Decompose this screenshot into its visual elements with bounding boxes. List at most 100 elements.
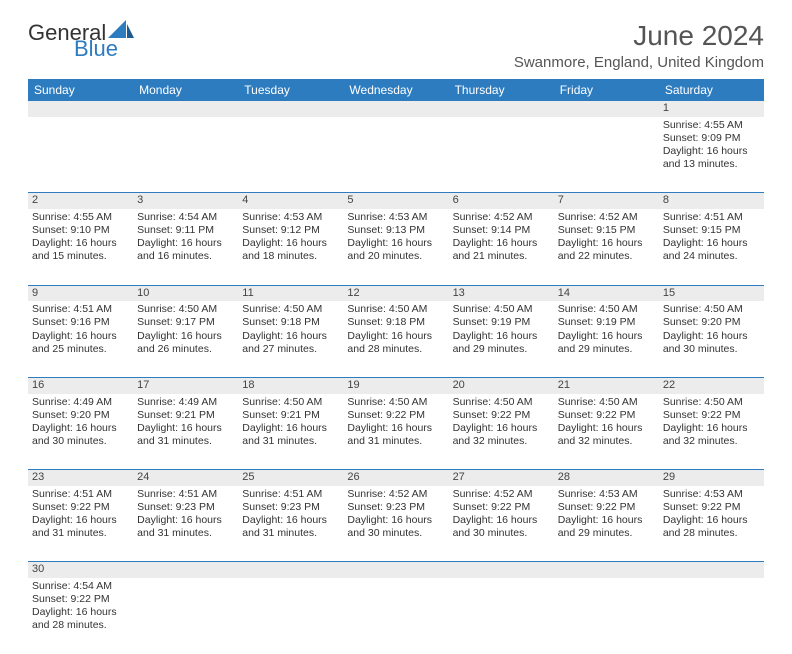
month-title: June 2024: [514, 20, 764, 52]
calendar-day-cell: Sunrise: 4:50 AMSunset: 9:22 PMDaylight:…: [343, 394, 448, 470]
day-number-cell: [449, 101, 554, 117]
sunset-text: Sunset: 9:22 PM: [32, 593, 129, 606]
calendar-day-cell: Sunrise: 4:54 AMSunset: 9:22 PMDaylight:…: [28, 578, 133, 654]
sunrise-text: Sunrise: 4:52 AM: [453, 488, 550, 501]
daylight-text-2: and 29 minutes.: [558, 343, 655, 356]
sunset-text: Sunset: 9:23 PM: [242, 501, 339, 514]
day-number-cell: 4: [238, 193, 343, 209]
day-number-cell: [343, 562, 448, 578]
calendar-day-cell: Sunrise: 4:52 AMSunset: 9:23 PMDaylight:…: [343, 486, 448, 562]
sunset-text: Sunset: 9:18 PM: [347, 316, 444, 329]
day-number-cell: 14: [554, 285, 659, 301]
daylight-text-1: Daylight: 16 hours: [32, 422, 129, 435]
daynum-row: 9101112131415: [28, 285, 764, 301]
daylight-text-1: Daylight: 16 hours: [558, 330, 655, 343]
daylight-text-2: and 30 minutes.: [347, 527, 444, 540]
daylight-text-1: Daylight: 16 hours: [347, 514, 444, 527]
daylight-text-1: Daylight: 16 hours: [663, 237, 760, 250]
daylight-text-2: and 32 minutes.: [663, 435, 760, 448]
daylight-text-2: and 16 minutes.: [137, 250, 234, 263]
calendar-day-cell: Sunrise: 4:50 AMSunset: 9:19 PMDaylight:…: [554, 301, 659, 377]
sunrise-text: Sunrise: 4:53 AM: [242, 211, 339, 224]
daylight-text-2: and 32 minutes.: [558, 435, 655, 448]
calendar-day-cell: Sunrise: 4:50 AMSunset: 9:20 PMDaylight:…: [659, 301, 764, 377]
day-number-cell: [449, 562, 554, 578]
daylight-text-1: Daylight: 16 hours: [453, 514, 550, 527]
sunrise-text: Sunrise: 4:51 AM: [32, 488, 129, 501]
day-number-cell: [133, 562, 238, 578]
day-number-cell: 30: [28, 562, 133, 578]
daylight-text-2: and 20 minutes.: [347, 250, 444, 263]
sunrise-text: Sunrise: 4:50 AM: [453, 303, 550, 316]
daylight-text-2: and 28 minutes.: [32, 619, 129, 632]
sunrise-text: Sunrise: 4:53 AM: [347, 211, 444, 224]
day-number-cell: 24: [133, 470, 238, 486]
sunrise-text: Sunrise: 4:54 AM: [32, 580, 129, 593]
calendar-week-row: Sunrise: 4:49 AMSunset: 9:20 PMDaylight:…: [28, 394, 764, 470]
day-number-cell: 19: [343, 377, 448, 393]
page-header: General Blue June 2024 Swanmore, England…: [28, 20, 764, 71]
daylight-text-1: Daylight: 16 hours: [347, 237, 444, 250]
sunset-text: Sunset: 9:18 PM: [242, 316, 339, 329]
logo-text-blue: Blue: [74, 38, 134, 60]
sunset-text: Sunset: 9:15 PM: [663, 224, 760, 237]
day-number-cell: 8: [659, 193, 764, 209]
calendar-day-cell: [554, 117, 659, 193]
calendar-day-cell: [343, 578, 448, 654]
sunset-text: Sunset: 9:23 PM: [137, 501, 234, 514]
sunrise-text: Sunrise: 4:52 AM: [347, 488, 444, 501]
day-number-cell: 1: [659, 101, 764, 117]
daylight-text-2: and 25 minutes.: [32, 343, 129, 356]
day-number-cell: 2: [28, 193, 133, 209]
sunset-text: Sunset: 9:19 PM: [453, 316, 550, 329]
calendar-day-cell: Sunrise: 4:50 AMSunset: 9:22 PMDaylight:…: [659, 394, 764, 470]
day-number-cell: 9: [28, 285, 133, 301]
daylight-text-2: and 22 minutes.: [558, 250, 655, 263]
daylight-text-1: Daylight: 16 hours: [347, 422, 444, 435]
sunrise-text: Sunrise: 4:50 AM: [242, 303, 339, 316]
sunrise-text: Sunrise: 4:52 AM: [453, 211, 550, 224]
calendar-day-cell: Sunrise: 4:53 AMSunset: 9:13 PMDaylight:…: [343, 209, 448, 285]
sunrise-text: Sunrise: 4:50 AM: [242, 396, 339, 409]
sunrise-text: Sunrise: 4:49 AM: [137, 396, 234, 409]
calendar-day-cell: Sunrise: 4:54 AMSunset: 9:11 PMDaylight:…: [133, 209, 238, 285]
daylight-text-2: and 15 minutes.: [32, 250, 129, 263]
daylight-text-2: and 27 minutes.: [242, 343, 339, 356]
day-number-cell: 29: [659, 470, 764, 486]
calendar-day-cell: Sunrise: 4:53 AMSunset: 9:22 PMDaylight:…: [659, 486, 764, 562]
day-number-cell: 25: [238, 470, 343, 486]
day-number-cell: 11: [238, 285, 343, 301]
calendar-day-cell: [554, 578, 659, 654]
sunset-text: Sunset: 9:12 PM: [242, 224, 339, 237]
calendar-day-cell: Sunrise: 4:50 AMSunset: 9:22 PMDaylight:…: [449, 394, 554, 470]
sunrise-text: Sunrise: 4:53 AM: [663, 488, 760, 501]
daylight-text-1: Daylight: 16 hours: [242, 422, 339, 435]
sunset-text: Sunset: 9:22 PM: [453, 501, 550, 514]
weekday-header: Thursday: [449, 79, 554, 101]
sunrise-text: Sunrise: 4:50 AM: [347, 303, 444, 316]
day-number-cell: 12: [343, 285, 448, 301]
calendar-day-cell: [28, 117, 133, 193]
daylight-text-2: and 24 minutes.: [663, 250, 760, 263]
calendar-day-cell: Sunrise: 4:53 AMSunset: 9:22 PMDaylight:…: [554, 486, 659, 562]
weekday-header: Friday: [554, 79, 659, 101]
calendar-day-cell: [449, 578, 554, 654]
day-number-cell: 28: [554, 470, 659, 486]
day-number-cell: [238, 101, 343, 117]
weekday-header: Wednesday: [343, 79, 448, 101]
calendar-table: SundayMondayTuesdayWednesdayThursdayFrid…: [28, 79, 764, 654]
calendar-day-cell: Sunrise: 4:51 AMSunset: 9:15 PMDaylight:…: [659, 209, 764, 285]
daylight-text-2: and 31 minutes.: [242, 435, 339, 448]
daylight-text-2: and 30 minutes.: [453, 527, 550, 540]
daylight-text-1: Daylight: 16 hours: [242, 514, 339, 527]
sunset-text: Sunset: 9:19 PM: [558, 316, 655, 329]
sunrise-text: Sunrise: 4:52 AM: [558, 211, 655, 224]
calendar-day-cell: [343, 117, 448, 193]
logo: General Blue: [28, 20, 134, 60]
daylight-text-2: and 26 minutes.: [137, 343, 234, 356]
daylight-text-2: and 28 minutes.: [663, 527, 760, 540]
calendar-day-cell: [449, 117, 554, 193]
daylight-text-2: and 30 minutes.: [32, 435, 129, 448]
sunset-text: Sunset: 9:21 PM: [242, 409, 339, 422]
calendar-day-cell: Sunrise: 4:50 AMSunset: 9:22 PMDaylight:…: [554, 394, 659, 470]
